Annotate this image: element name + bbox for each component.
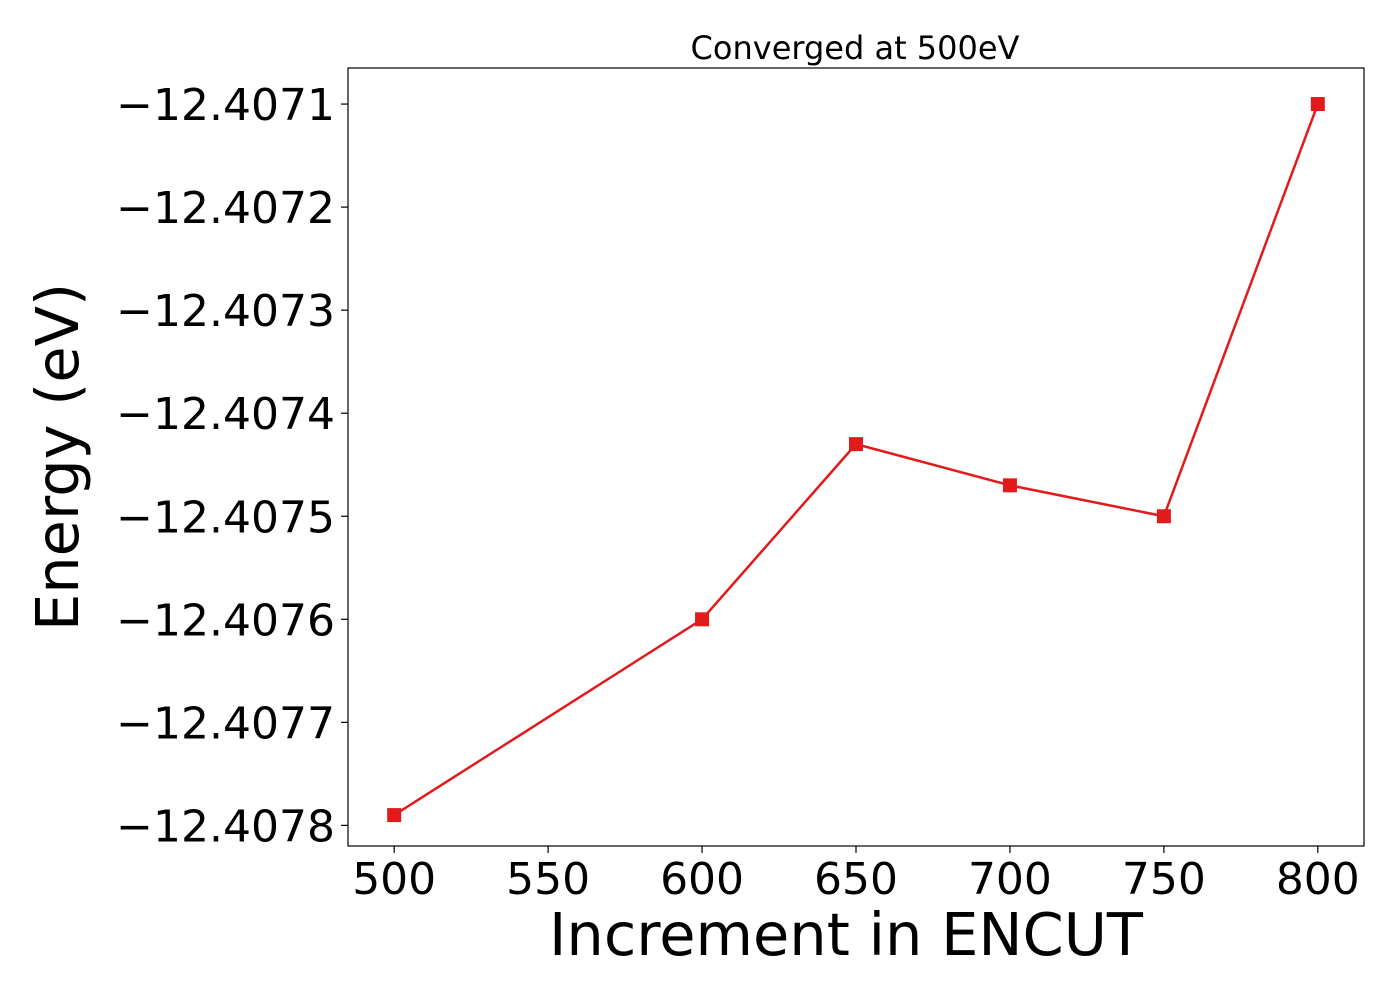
- data-point-marker: [849, 437, 863, 452]
- data-point-marker: [387, 808, 402, 823]
- y-tick-label: −12.4071: [116, 80, 335, 131]
- x-tick-label: 600: [660, 854, 744, 905]
- x-tick-label: 800: [1276, 854, 1360, 905]
- series-line: [393, 103, 1319, 817]
- y-tick-label: −12.4074: [116, 389, 335, 440]
- y-tick-label: −12.4078: [116, 801, 335, 852]
- data-point-marker: [1156, 509, 1171, 524]
- plot-frame: [347, 67, 1365, 847]
- data-point-marker: [695, 612, 710, 627]
- y-tick-label: −12.4075: [116, 492, 335, 543]
- chart-title: Converged at 500eV: [691, 29, 1020, 67]
- plot-area: [347, 67, 1365, 847]
- x-tick-label: 500: [352, 854, 436, 905]
- series-layer: [387, 97, 1325, 823]
- y-axis: −12.4078 −12.4077 −12.4076 −12.4075 −12.4074…: [116, 80, 348, 852]
- x-axis-label: Increment in ENCUT: [549, 900, 1144, 969]
- data-point-marker: [1310, 97, 1325, 112]
- y-tick-label: −12.4076: [116, 595, 335, 646]
- y-tick-label: −12.4073: [116, 286, 335, 337]
- x-tick-label: 650: [814, 854, 898, 905]
- y-axis-label: Energy (eV): [23, 283, 92, 631]
- x-tick-label: 750: [1122, 854, 1206, 905]
- x-axis: 500 550 600 650 700 750 800: [352, 846, 1360, 905]
- y-tick-label: −12.4072: [116, 183, 335, 234]
- y-tick-label: −12.4077: [116, 698, 335, 749]
- x-tick-label: 700: [968, 854, 1052, 905]
- data-point-marker: [1002, 478, 1017, 493]
- x-tick-label: 550: [506, 854, 590, 905]
